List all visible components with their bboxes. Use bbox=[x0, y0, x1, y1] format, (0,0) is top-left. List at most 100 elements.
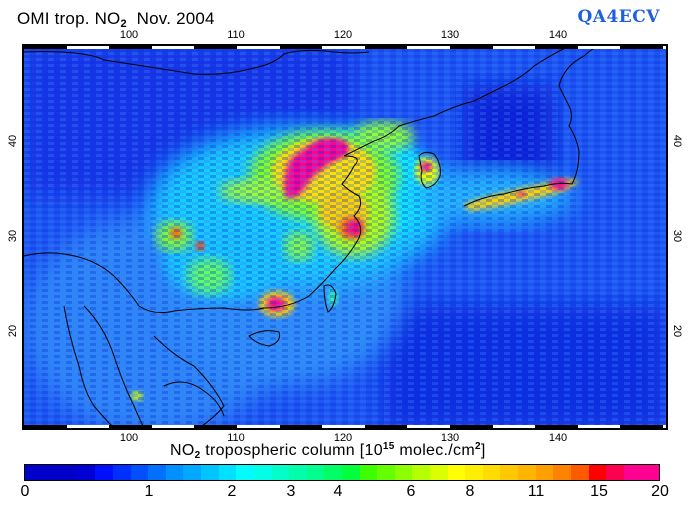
colorbar-swatch bbox=[430, 465, 448, 480]
colorbar-swatch bbox=[570, 465, 589, 480]
colorbar-swatch bbox=[359, 465, 378, 480]
frame-segment bbox=[322, 46, 365, 49]
longitude-tick-label: 100 bbox=[119, 29, 139, 41]
no2-heatmap-image bbox=[24, 46, 666, 428]
frame-segment bbox=[492, 46, 536, 49]
colorbar-swatch bbox=[394, 465, 413, 480]
longitude-tick-label: 120 bbox=[333, 29, 353, 41]
colorbar-swatch bbox=[113, 465, 131, 480]
colorbar-swatch bbox=[60, 465, 78, 480]
longitude-tick-label: 130 bbox=[440, 432, 460, 444]
colorbar-swatch bbox=[218, 465, 237, 480]
frame-segment bbox=[407, 425, 450, 428]
longitude-tick-label: 140 bbox=[548, 432, 568, 444]
colorbar-swatch bbox=[95, 465, 114, 480]
colorbar-tick-label: 6 bbox=[406, 483, 416, 500]
colorbar-swatch bbox=[130, 465, 149, 480]
frame-segment bbox=[151, 425, 195, 428]
frame-segment bbox=[364, 46, 408, 49]
frame-segment bbox=[237, 425, 280, 428]
colorbar-tick-label: 0 bbox=[20, 483, 30, 500]
colorbar-swatch bbox=[42, 465, 61, 480]
frame-segment bbox=[322, 425, 365, 428]
frame-segment bbox=[237, 46, 280, 49]
colorbar-swatch bbox=[606, 465, 624, 480]
colorbar-swatch bbox=[377, 465, 395, 480]
brand-label: QA4ECV bbox=[577, 7, 660, 27]
colorbar-swatch bbox=[588, 465, 607, 480]
frame-segment bbox=[407, 46, 450, 49]
frame-segment bbox=[577, 46, 621, 49]
frame-segment bbox=[66, 46, 110, 49]
colorbar-swatch bbox=[271, 465, 290, 480]
colorbar-swatch bbox=[518, 465, 536, 480]
colorbar-tick-label: 15 bbox=[590, 483, 608, 500]
latitude-tick-label: 20 bbox=[7, 324, 20, 338]
longitude-tick-label: 110 bbox=[227, 432, 245, 444]
colorbar-swatch bbox=[253, 465, 272, 480]
colorbar-label: NO2 tropospheric column [1015 molec./cm2… bbox=[170, 441, 486, 461]
frame-segment bbox=[577, 425, 621, 428]
longitude-tick-label: 130 bbox=[440, 29, 460, 41]
latitude-tick-label: 20 bbox=[671, 324, 684, 338]
colorbar-tick-label: 11 bbox=[527, 483, 545, 500]
colorbar-swatch bbox=[500, 465, 519, 480]
map-frame-top bbox=[24, 46, 666, 49]
frame-segment bbox=[535, 46, 578, 49]
colorbar-swatch bbox=[412, 465, 431, 480]
frame-segment bbox=[492, 425, 536, 428]
frame-segment bbox=[279, 46, 323, 49]
colorbar-swatch bbox=[641, 465, 659, 480]
map-frame-bottom bbox=[24, 425, 666, 428]
colorbar-tick-label: 8 bbox=[465, 483, 475, 500]
colorbar bbox=[24, 464, 660, 481]
longitude-tick-label: 120 bbox=[333, 432, 353, 444]
colorbar-swatch bbox=[535, 465, 554, 480]
colorbar-tick-label: 1 bbox=[144, 483, 154, 500]
frame-segment bbox=[24, 46, 67, 49]
latitude-tick-label: 40 bbox=[671, 134, 684, 148]
frame-segment bbox=[450, 46, 493, 49]
colorbar-swatch bbox=[236, 465, 254, 480]
colorbar-swatch bbox=[465, 465, 483, 480]
no2-map bbox=[22, 44, 668, 430]
frame-segment bbox=[535, 425, 578, 428]
colorbar-swatch bbox=[77, 465, 96, 480]
frame-segment bbox=[279, 425, 323, 428]
colorbar-swatch bbox=[25, 465, 43, 480]
latitude-tick-label: 30 bbox=[671, 229, 684, 243]
colorbar-tick-label: 4 bbox=[333, 483, 343, 500]
longitude-tick-label: 140 bbox=[548, 29, 568, 41]
frame-segment bbox=[109, 425, 152, 428]
colorbar-tick-label: 2 bbox=[227, 483, 237, 500]
colorbar-swatch bbox=[553, 465, 571, 480]
frame-segment bbox=[194, 46, 237, 49]
latitude-tick-label: 40 bbox=[7, 134, 20, 148]
colorbar-swatch bbox=[447, 465, 466, 480]
colorbar-swatch bbox=[482, 465, 501, 480]
colorbar-swatch bbox=[341, 465, 360, 480]
colorbar-swatch bbox=[324, 465, 342, 480]
colorbar-swatch bbox=[623, 465, 642, 480]
frame-segment bbox=[663, 425, 666, 428]
colorbar-swatch bbox=[201, 465, 219, 480]
frame-segment bbox=[109, 46, 152, 49]
frame-segment bbox=[194, 425, 237, 428]
frame-segment bbox=[24, 425, 67, 428]
latitude-tick-label: 30 bbox=[7, 229, 20, 243]
chart-title: OMI trop. NO2 Nov. 2004 bbox=[17, 9, 215, 30]
colorbar-swatch bbox=[165, 465, 184, 480]
frame-segment bbox=[66, 425, 110, 428]
frame-segment bbox=[450, 425, 493, 428]
longitude-tick-label: 110 bbox=[227, 29, 245, 41]
longitude-tick-label: 100 bbox=[119, 432, 139, 444]
colorbar-swatch bbox=[289, 465, 307, 480]
colorbar-swatch bbox=[183, 465, 202, 480]
frame-segment bbox=[620, 46, 663, 49]
colorbar-tick-label: 3 bbox=[286, 483, 296, 500]
colorbar-tick-label: 20 bbox=[651, 483, 669, 500]
frame-segment bbox=[620, 425, 663, 428]
colorbar-swatch bbox=[148, 465, 166, 480]
frame-segment bbox=[364, 425, 408, 428]
colorbar-swatch bbox=[306, 465, 325, 480]
